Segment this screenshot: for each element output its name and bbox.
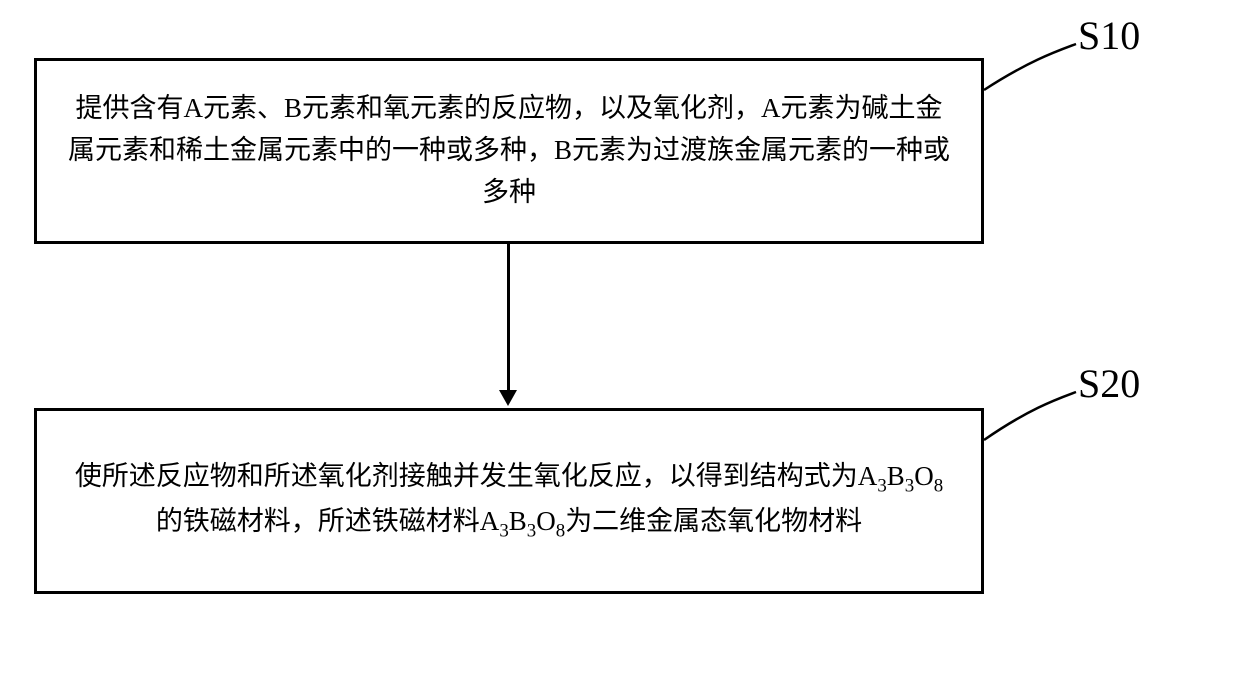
- step-label-s20: S20: [1078, 360, 1140, 407]
- connector-s20: [0, 0, 1240, 600]
- connector-path-s20: [984, 392, 1076, 440]
- flowchart-stage: 提供含有A元素、B元素和氧元素的反应物，以及氧化剂，A元素为碱土金属元素和稀土金…: [0, 0, 1240, 697]
